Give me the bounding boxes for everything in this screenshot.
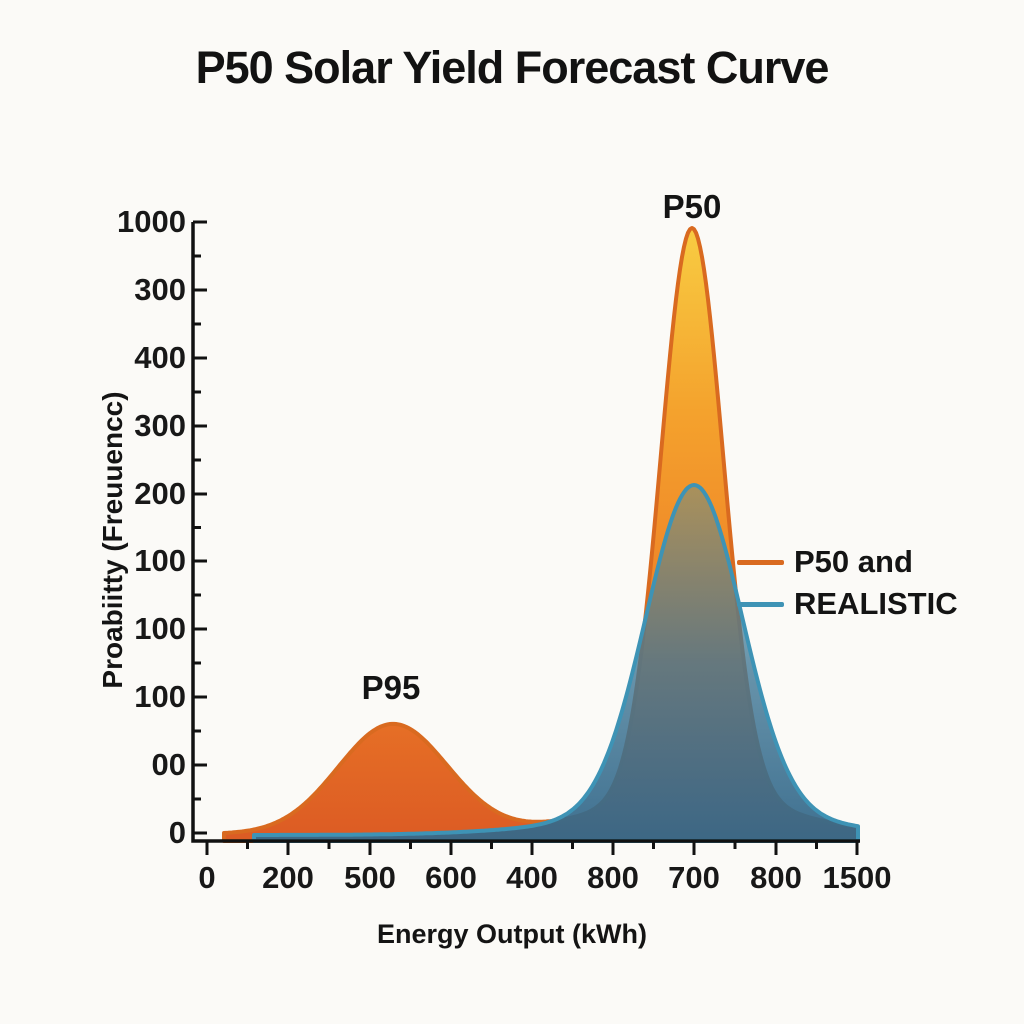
annotation-p50: P50 xyxy=(662,188,722,225)
legend-entry-realistic: REALISTIC xyxy=(737,586,958,622)
x-axis-label: Energy Output (kWh) xyxy=(377,919,647,949)
legend-line-sample-orange xyxy=(737,559,784,565)
y-tick-label: 0 xyxy=(168,815,186,850)
y-tick-label: 00 xyxy=(151,747,186,782)
x-tick-label: 0 xyxy=(198,860,216,895)
x-tick-label: 600 xyxy=(425,860,477,895)
x-tick-label: 400 xyxy=(506,860,558,895)
axes xyxy=(191,220,860,855)
y-tick-label: 100 xyxy=(134,611,186,646)
y-tick-label: 300 xyxy=(134,272,186,307)
y-tick-label: 100 xyxy=(134,543,186,578)
y-tick-label: 400 xyxy=(134,340,186,375)
distribution-curves xyxy=(222,226,860,843)
annotation-p95: P95 xyxy=(361,669,421,706)
legend-line-sample-blue xyxy=(737,601,784,607)
x-tick-label: 800 xyxy=(750,860,802,895)
legend-label: REALISTIC xyxy=(794,586,958,621)
x-tick-label: 700 xyxy=(668,860,720,895)
x-tick-label: 1500 xyxy=(822,860,892,895)
legend-entry-p50: P50 and xyxy=(737,544,913,580)
x-tick-label: 200 xyxy=(262,860,314,895)
y-tick-label: 1000 xyxy=(117,204,186,239)
y-tick-label: 100 xyxy=(134,679,186,714)
legend-label: P50 and xyxy=(794,544,913,579)
x-tick-label: 800 xyxy=(587,860,639,895)
chart-title: P50 Solar Yield Forecast Curve xyxy=(195,42,830,93)
x-tick-label: 500 xyxy=(344,860,396,895)
y-tick-label: 200 xyxy=(134,476,186,511)
y-tick-label: 300 xyxy=(134,408,186,443)
